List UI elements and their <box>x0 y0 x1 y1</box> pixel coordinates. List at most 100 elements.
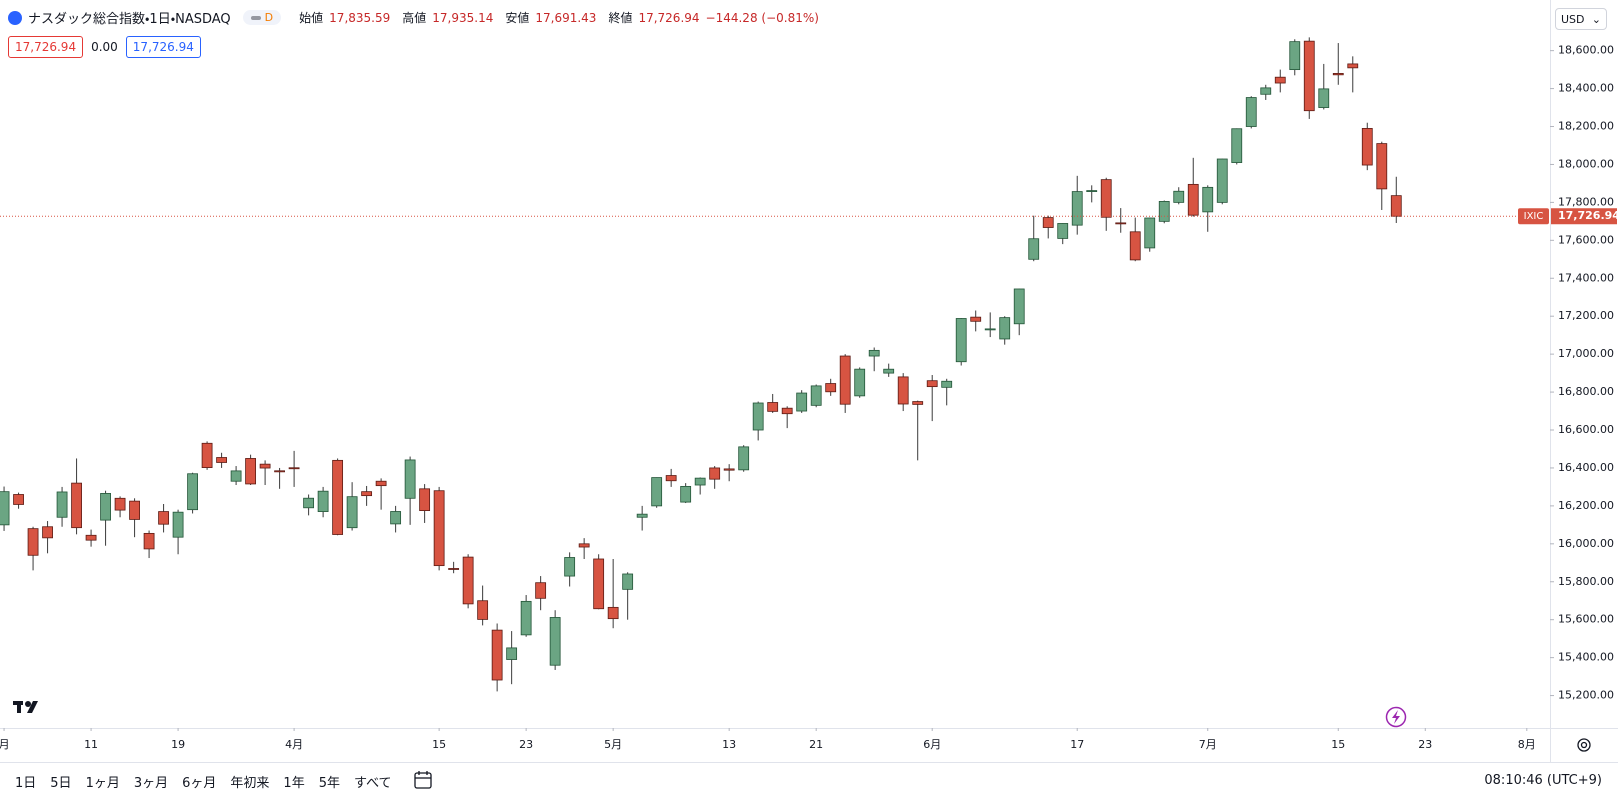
price-tag-bg <box>1551 208 1617 225</box>
symbol-tag: IXIC <box>1524 211 1544 222</box>
currency: USD <box>1561 12 1585 26</box>
clock[interactable]: 08:10:46 (UTC+9) <box>1484 773 1602 788</box>
candle-body <box>564 557 576 577</box>
timeframe-button[interactable]: 1日 <box>15 775 37 791</box>
y-tick-label: 17,000.00 <box>1558 347 1614 360</box>
candle-body <box>941 380 953 388</box>
candles <box>0 37 1402 692</box>
candle-body <box>1202 186 1214 213</box>
candle-body <box>781 407 793 415</box>
symbol-tag-bg <box>1518 208 1549 225</box>
y-tick-label: 17,600.00 <box>1558 233 1614 246</box>
candle-body <box>1057 223 1069 239</box>
lightning-icon[interactable] <box>1385 706 1407 728</box>
high-value: 17,935.14 <box>432 10 494 25</box>
y-tick-label: 18,400.00 <box>1558 82 1614 95</box>
open-label: 始値 <box>299 11 324 25</box>
x-tick-label: 5月 <box>604 738 622 751</box>
candle-body <box>520 600 532 636</box>
timeframe-button[interactable]: 6ヶ月 <box>182 775 217 791</box>
sell-price[interactable]: 17,726.94 <box>8 36 84 58</box>
date-range-icon[interactable] <box>409 769 439 793</box>
timeframe-button[interactable]: 3ヶ月 <box>133 775 169 791</box>
y-tick-label: 18,600.00 <box>1558 44 1614 57</box>
x-tick-label: 11 <box>84 738 98 751</box>
settings-icon[interactable] <box>1577 738 1591 752</box>
candle-body <box>810 385 822 406</box>
y-tick-label: 16,600.00 <box>1558 423 1614 436</box>
candle-body <box>462 556 474 605</box>
timeframe-button[interactable]: 1ヶ月 <box>85 775 120 791</box>
change: −144.28 (−0.81%) <box>705 10 819 25</box>
candle-body <box>680 485 692 503</box>
candle-body <box>245 458 257 485</box>
timeframe-button[interactable]: すべて <box>353 775 392 791</box>
candle-body <box>868 349 880 357</box>
candle-body <box>1013 288 1025 325</box>
badge-dash <box>250 15 261 20</box>
y-tick-label: 15,800.00 <box>1558 575 1614 588</box>
candle-body <box>477 600 489 620</box>
timeframe-button[interactable]: 5日 <box>50 775 72 791</box>
currency-select[interactable]: USD ⌄ <box>1555 8 1607 30</box>
candle-body <box>549 617 561 666</box>
quote-row: 17,726.94 0.00 17,726.94 <box>8 36 201 58</box>
symbol-logo <box>8 10 22 25</box>
candle-body <box>375 480 387 487</box>
candle-body <box>404 459 416 499</box>
candle-body <box>897 376 909 405</box>
candle-body <box>883 368 895 374</box>
timeframe-button[interactable]: 1年 <box>283 775 305 791</box>
low-value: 17,691.43 <box>535 10 597 25</box>
buy-price[interactable]: 17,726.94 <box>125 36 201 58</box>
y-tick-label: 15,400.00 <box>1558 651 1614 664</box>
candle-body <box>419 488 431 512</box>
candle-body <box>1289 41 1301 71</box>
close-value: 17,726.94 <box>638 10 700 25</box>
timeframe-button[interactable]: 5年 <box>318 775 340 791</box>
candle-body <box>27 528 39 556</box>
candle-body <box>259 463 271 469</box>
timeframe-button[interactable]: 年初来 <box>230 775 270 791</box>
candle-body <box>1144 217 1156 249</box>
candle-body <box>274 470 286 473</box>
candle-body <box>42 526 53 539</box>
candle-body <box>578 543 590 548</box>
badge-text: D <box>264 11 274 24</box>
y-tick-label: 18,000.00 <box>1558 157 1614 170</box>
candle-body <box>955 318 967 363</box>
open-value: 17,835.59 <box>329 10 391 25</box>
candle-body <box>1071 191 1083 226</box>
candle-body <box>288 467 300 470</box>
candle-body <box>767 402 779 412</box>
candle-body <box>129 500 140 520</box>
x-tick-label: 15 <box>432 738 446 751</box>
y-tick-label: 16,800.00 <box>1558 385 1614 398</box>
candle-body <box>71 482 82 529</box>
timeframes: 1日 5日 1ヶ月 3ヶ月 6ヶ月 年初来 1年 5年 すべて <box>8 768 399 795</box>
candle-body <box>332 459 344 535</box>
candle-body <box>1187 183 1199 216</box>
candle-body <box>1332 73 1344 76</box>
candle-body <box>448 568 460 570</box>
title: ナスダック総合指数・1日・NASDAQ <box>28 12 231 27</box>
candle-body <box>361 491 373 497</box>
candle-body <box>984 328 996 331</box>
chevron: ⌄ <box>1591 12 1601 26</box>
candle-body <box>1129 231 1141 261</box>
candle-body <box>1303 40 1315 112</box>
badge[interactable]: D <box>242 10 282 25</box>
candle-body <box>665 475 677 482</box>
candle-body <box>622 573 634 590</box>
candle-body <box>1231 128 1243 163</box>
candle-body <box>854 368 866 397</box>
y-tick-label: 17,800.00 <box>1558 195 1614 208</box>
y-tick-label: 16,200.00 <box>1558 499 1614 512</box>
candle-body <box>723 468 735 471</box>
y-tick-label: 17,200.00 <box>1558 309 1614 322</box>
candle-body <box>738 446 750 471</box>
candle-body <box>752 402 764 431</box>
candle-body <box>1361 128 1373 166</box>
candle-body <box>317 490 329 512</box>
x-tick-label: 23 <box>519 738 533 751</box>
